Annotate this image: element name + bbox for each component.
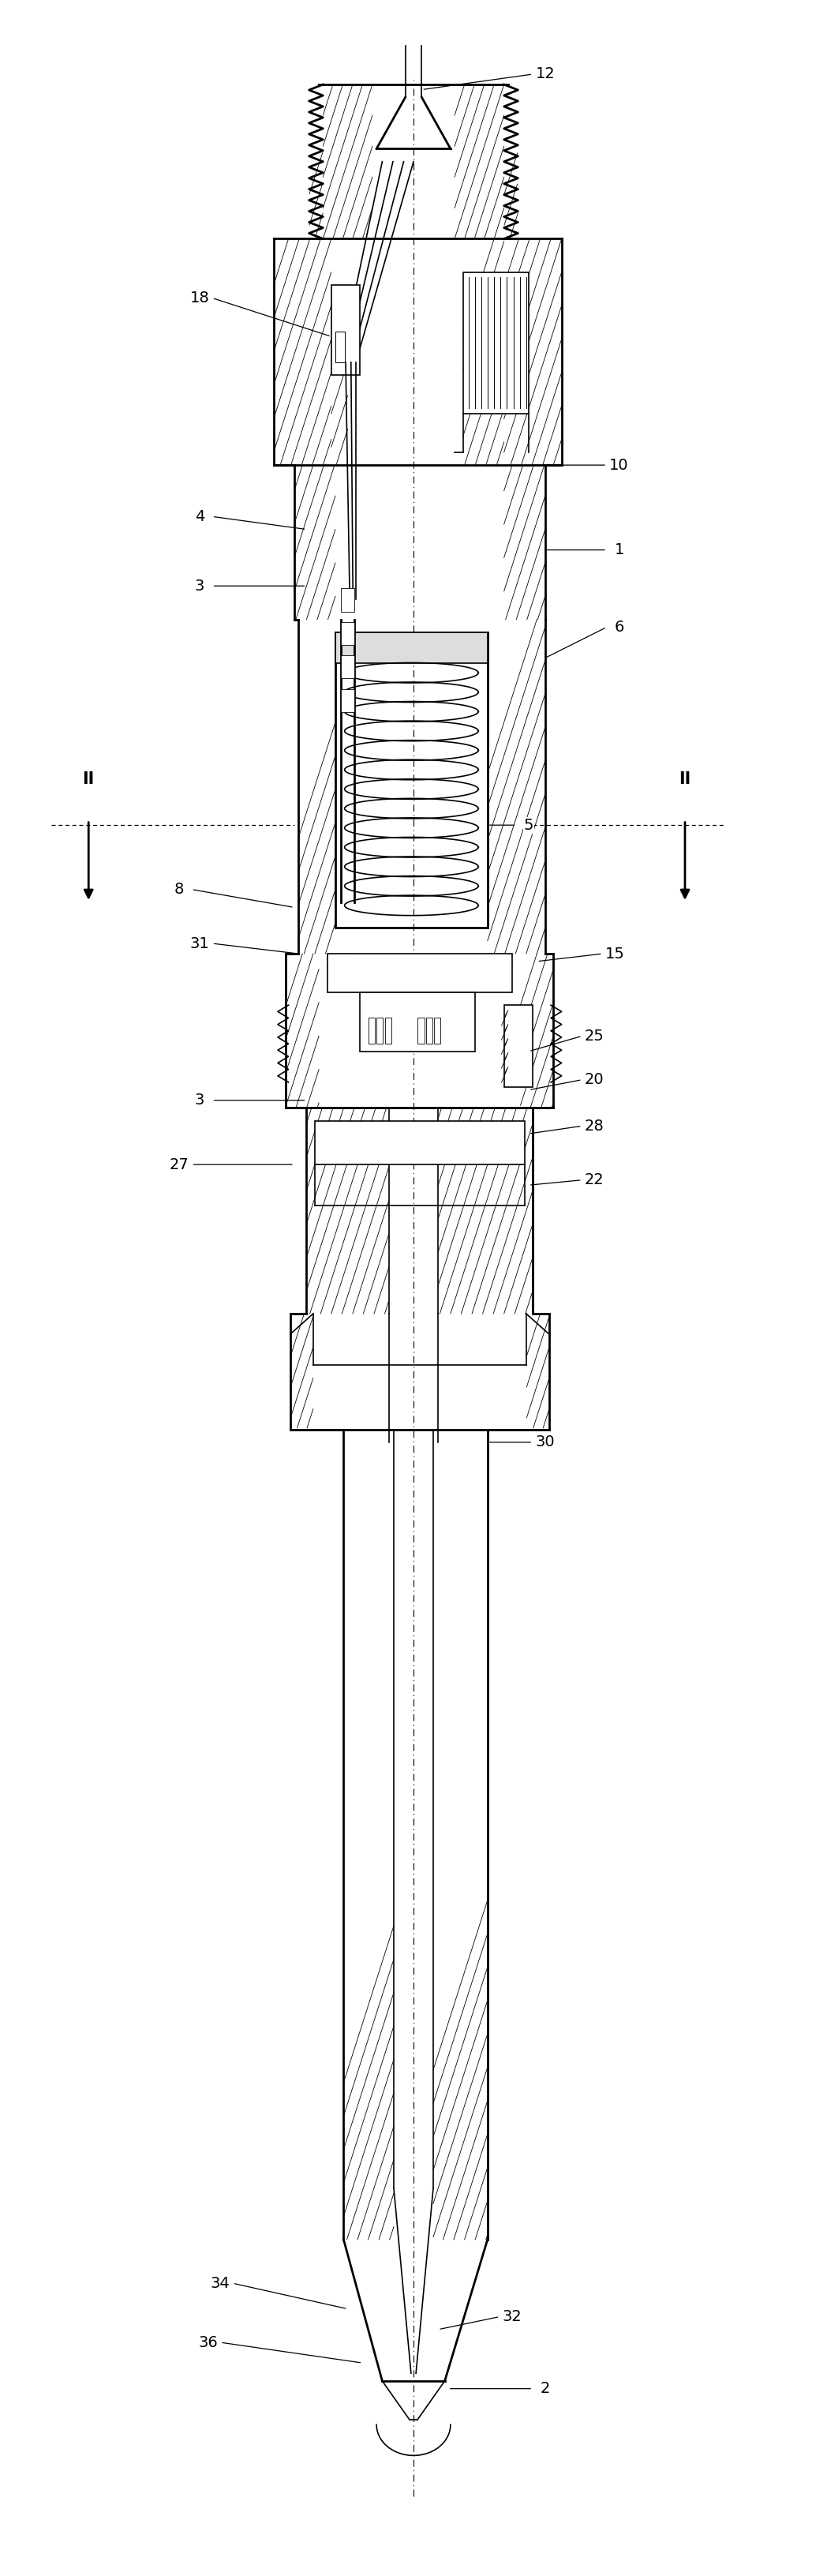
Bar (368, 1018, 375, 1043)
Bar (418, 1018, 424, 1043)
Text: 20: 20 (585, 1072, 605, 1087)
Bar (332, 286, 360, 376)
Bar (385, 1018, 391, 1043)
Text: 25: 25 (585, 1028, 605, 1043)
Text: 2: 2 (540, 2380, 550, 2396)
Text: II: II (679, 770, 691, 788)
Text: 30: 30 (535, 1435, 555, 1450)
Text: 10: 10 (609, 459, 629, 471)
Bar (341, 688, 354, 711)
Text: 15: 15 (605, 945, 625, 961)
Bar (315, 1121, 524, 1164)
Bar (463, 273, 528, 415)
Bar (341, 621, 354, 644)
Bar (376, 1018, 383, 1043)
Bar (341, 587, 354, 611)
Bar (360, 992, 476, 1051)
Bar (434, 1018, 441, 1043)
Bar (336, 631, 488, 927)
Text: 22: 22 (585, 1172, 605, 1188)
Bar (341, 654, 354, 677)
Text: 12: 12 (535, 67, 555, 82)
Text: 34: 34 (210, 2275, 230, 2290)
Text: 28: 28 (585, 1118, 605, 1133)
Text: 18: 18 (190, 291, 209, 307)
Text: 6: 6 (614, 621, 624, 634)
Bar (426, 1018, 433, 1043)
Text: 27: 27 (170, 1157, 189, 1172)
Bar (336, 631, 488, 662)
Text: 5: 5 (523, 817, 533, 832)
Text: 32: 32 (503, 2308, 522, 2324)
Text: 1: 1 (614, 544, 624, 556)
Text: II: II (83, 770, 94, 788)
Text: 8: 8 (174, 881, 184, 896)
Text: 4: 4 (194, 510, 204, 523)
Bar (504, 1005, 533, 1087)
Text: 31: 31 (190, 935, 209, 951)
Bar (336, 332, 345, 363)
Text: 3: 3 (194, 580, 204, 592)
Text: 3: 3 (194, 1092, 204, 1108)
Text: 36: 36 (198, 2334, 218, 2349)
Bar (327, 953, 512, 992)
